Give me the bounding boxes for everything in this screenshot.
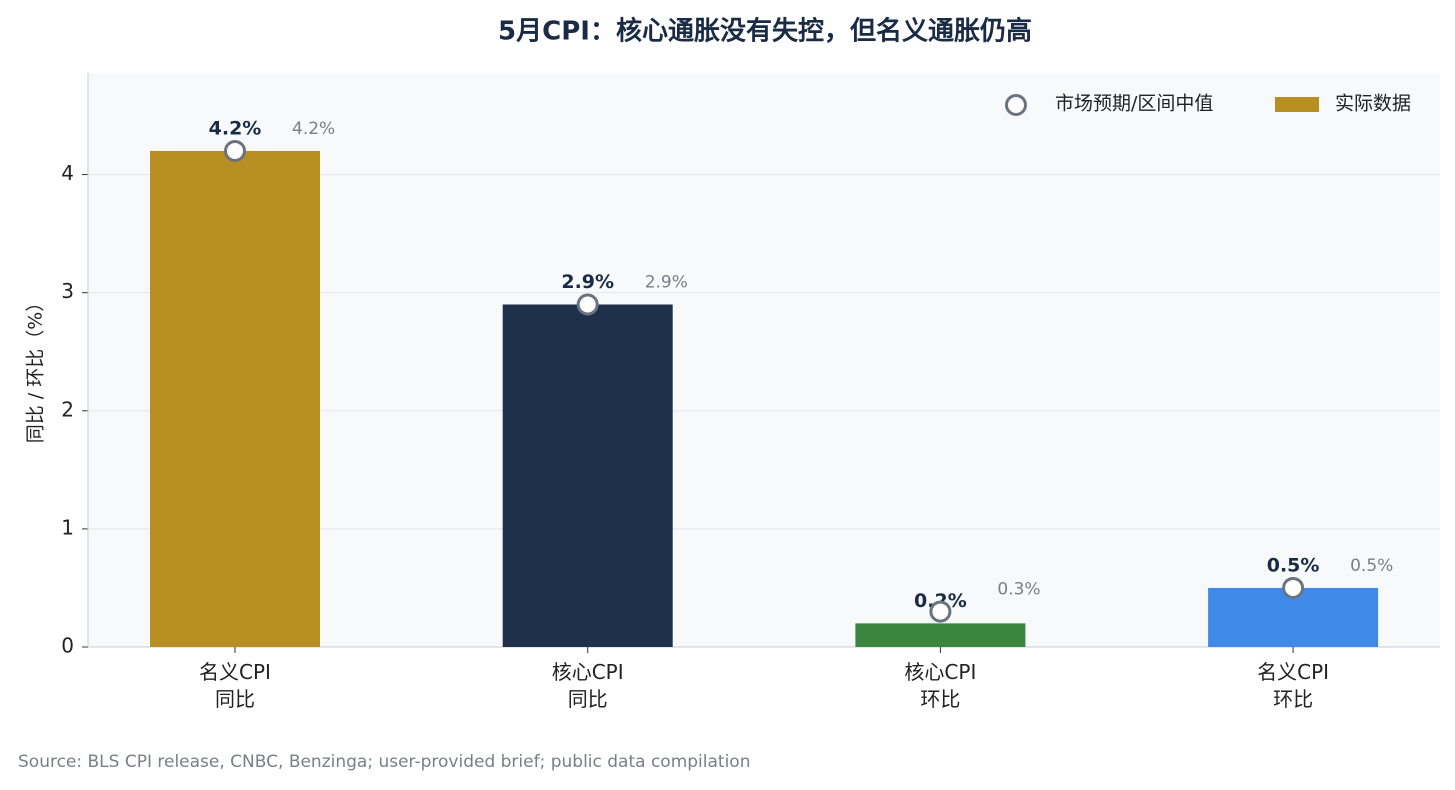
expectation-label: 2.9% xyxy=(645,272,688,292)
legend-marker xyxy=(1005,94,1027,116)
legend-label: 实际数据 xyxy=(1335,93,1411,115)
y-tick-label: 3 xyxy=(61,279,74,303)
bar-value-label: 0.5% xyxy=(1267,554,1320,576)
bar xyxy=(855,623,1026,647)
bar xyxy=(150,150,320,647)
legend-swatch xyxy=(1275,97,1319,112)
bar-value-label: 4.2% xyxy=(209,117,262,139)
x-tick-label: 核心CPI 同比 xyxy=(552,660,624,711)
x-tick-label: 核心CPI 环比 xyxy=(904,660,976,711)
y-tick-label: 4 xyxy=(61,161,74,185)
expectation-marker xyxy=(224,139,246,162)
expectation-label: 0.5% xyxy=(1350,556,1393,576)
y-tick-label: 0 xyxy=(61,634,74,658)
x-tick-label: 名义CPI 环比 xyxy=(1257,660,1329,711)
expectation-marker xyxy=(929,600,952,623)
source: Source: BLS CPI release, CNBC, Benzinga;… xyxy=(18,752,751,772)
expectation-label: 4.2% xyxy=(292,119,335,139)
expectation-marker xyxy=(1282,576,1305,599)
expectation-label: 0.3% xyxy=(997,580,1040,600)
expectation-marker xyxy=(576,293,599,316)
legend-label: 市场预期/区间中值 xyxy=(1055,93,1213,115)
x-tick-label: 名义CPI 同比 xyxy=(199,660,271,711)
y-tick-label: 1 xyxy=(61,515,74,539)
bar-value-label: 2.9% xyxy=(561,271,614,293)
y-tick-label: 2 xyxy=(61,397,74,421)
bar xyxy=(502,304,673,647)
chart-title: 5月CPI：核心通胀没有失控，但名义通胀仍高 xyxy=(498,16,1032,47)
y-axis-label: 同比 / 环比（%） xyxy=(25,293,47,444)
